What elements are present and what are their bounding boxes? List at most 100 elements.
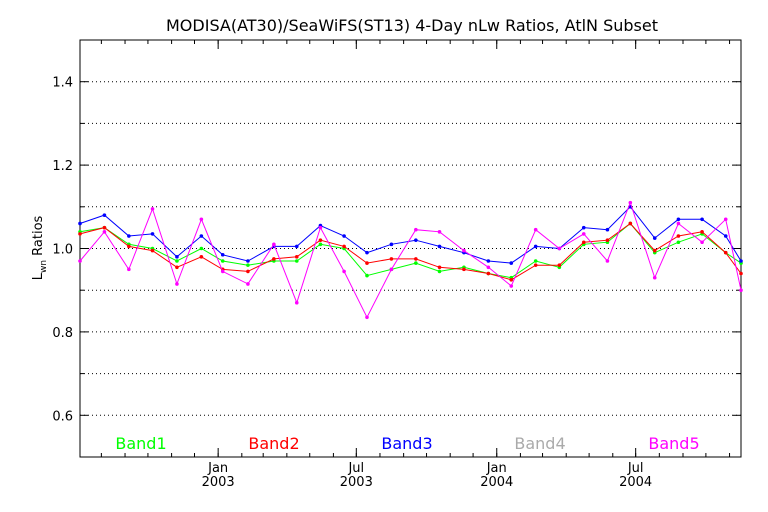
data-point: [676, 217, 681, 222]
data-point: [342, 269, 346, 274]
data-point: [533, 263, 538, 267]
data-point: [723, 250, 728, 255]
data-point: [581, 232, 586, 236]
legend-band1: Band1: [115, 434, 166, 453]
data-point: [437, 230, 442, 234]
x-tick-label-year: 2004: [619, 475, 652, 490]
data-point: [700, 240, 704, 245]
data-point: [365, 315, 369, 320]
data-point: [486, 259, 491, 263]
legend-band3: Band3: [381, 434, 432, 453]
data-point: [175, 255, 179, 259]
data-point: [652, 248, 657, 253]
data-point: [342, 234, 346, 238]
data-point: [739, 271, 743, 276]
axes: 0.60.81.01.21.4Jan2003Jul2003Jan2004Jul2…: [52, 39, 742, 490]
data-point: [581, 240, 586, 245]
y-axis-label-main: L: [31, 272, 46, 280]
data-point: [318, 242, 323, 247]
data-point: [127, 267, 131, 272]
data-point: [509, 277, 514, 282]
y-tick-label: 0.6: [52, 409, 73, 424]
data-point: [365, 250, 369, 255]
data-point: [272, 242, 276, 247]
data-point: [739, 288, 743, 293]
y-axis-label: Lwn Ratios: [31, 215, 49, 280]
data-point: [199, 217, 204, 222]
x-tick-label-month: Jan: [207, 461, 228, 476]
series-band3: [78, 205, 743, 265]
data-point: [150, 248, 155, 253]
x-tick-label-month: Jul: [347, 461, 364, 476]
data-point: [294, 255, 299, 259]
y-tick-label: 1.2: [52, 159, 73, 174]
data-point: [628, 200, 633, 205]
data-point: [437, 269, 442, 274]
data-point: [294, 300, 299, 305]
data-point: [199, 255, 204, 259]
data-point: [272, 257, 276, 261]
data-point: [486, 265, 491, 270]
legend: Band1 Band2 Band3 Band4 Band5: [115, 434, 699, 453]
legend-band4: Band4: [514, 434, 565, 453]
data-point: [294, 244, 299, 249]
data-point: [365, 273, 369, 278]
data-point: [628, 221, 633, 226]
data-point: [246, 263, 250, 267]
x-tick-label-year: 2004: [480, 475, 513, 490]
data-point: [652, 275, 657, 280]
data-point: [175, 265, 179, 270]
data-point: [581, 225, 586, 230]
data-point: [78, 259, 82, 263]
data-point: [414, 238, 418, 242]
series-line: [79, 222, 742, 279]
data-point: [700, 217, 704, 222]
data-point: [605, 227, 610, 232]
data-point: [78, 232, 82, 236]
series-band5: [78, 200, 743, 320]
data-point: [246, 282, 250, 286]
data-point: [676, 240, 681, 245]
y-tick-label: 1.4: [52, 76, 73, 91]
data-point: [199, 234, 204, 238]
data-point: [723, 217, 728, 222]
data-point: [175, 282, 179, 286]
data-point: [437, 265, 442, 270]
data-point: [175, 259, 179, 263]
plot-frame: [79, 39, 742, 458]
data-point: [220, 252, 225, 257]
data-point: [389, 257, 394, 261]
legend-band5: Band5: [648, 434, 699, 453]
y-tick-label: 0.8: [52, 326, 73, 341]
data-point: [220, 269, 225, 274]
data-point: [509, 261, 514, 265]
data-point: [318, 225, 323, 230]
data-point: [652, 236, 657, 240]
data-point: [414, 227, 418, 232]
y-axis-label-rest: Ratios: [31, 215, 46, 260]
data-point: [389, 242, 394, 247]
grid-lines: [80, 81, 741, 416]
data-point: [318, 238, 323, 242]
data-point: [486, 271, 491, 276]
x-tick-label-month: Jan: [486, 461, 507, 476]
data-point: [102, 213, 107, 217]
series-line: [79, 206, 742, 264]
data-point: [462, 267, 466, 272]
series-band1: [78, 221, 743, 280]
data-point: [414, 257, 418, 261]
series-line: [79, 222, 742, 281]
data-point: [533, 227, 538, 232]
data-point: [605, 238, 610, 242]
y-tick-label: 1.0: [52, 243, 73, 258]
data-point: [437, 244, 442, 249]
data-point: [102, 230, 107, 234]
data-point: [533, 244, 538, 249]
data-point: [739, 259, 743, 263]
data-point: [127, 234, 131, 238]
data-point: [342, 244, 346, 249]
data-point: [246, 259, 250, 263]
data-point: [150, 232, 155, 236]
x-tick-label-year: 2003: [202, 475, 235, 490]
